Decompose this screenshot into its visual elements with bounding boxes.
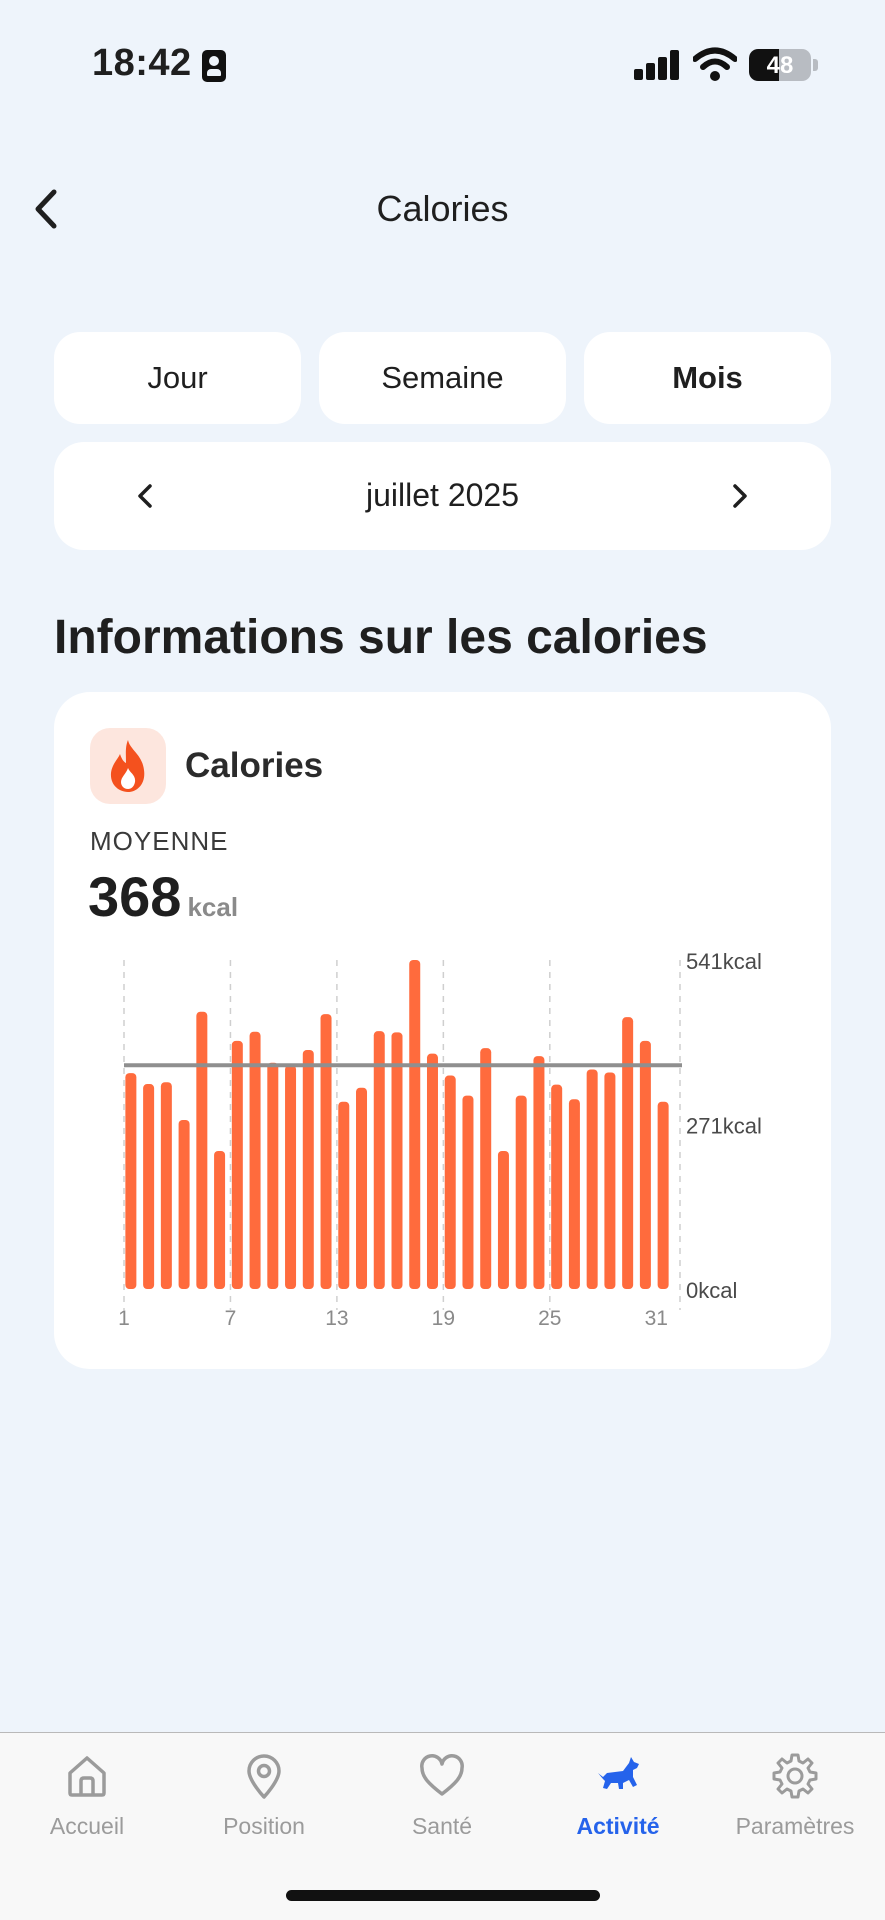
previous-period-button[interactable] — [122, 472, 170, 520]
tab-parametres[interactable]: Paramètres — [710, 1751, 880, 1861]
chart-bar — [302, 1050, 314, 1289]
chart-bar — [231, 1040, 243, 1289]
section-title: Informations sur les calories — [54, 611, 708, 664]
chart-bar — [267, 1062, 279, 1289]
card-title: Calories — [185, 746, 324, 785]
chart-bar — [249, 1031, 261, 1289]
chart-x-tick-label: 1 — [118, 1307, 130, 1330]
status-time: 18:42 — [92, 42, 192, 84]
chart-y-tick-label: 271kcal — [686, 1114, 762, 1139]
average-unit: kcal — [187, 892, 239, 922]
average-value: 368 — [88, 865, 182, 928]
chart-bar — [320, 1014, 332, 1289]
gear-icon — [772, 1753, 818, 1799]
chart-bar — [444, 1075, 456, 1289]
chart-bar — [178, 1119, 190, 1289]
tab-accueil[interactable]: Accueil — [2, 1751, 172, 1861]
segment-mois[interactable]: Mois — [584, 332, 831, 424]
chart-x-tick-label: 31 — [645, 1307, 668, 1330]
segment-jour[interactable]: Jour — [54, 332, 301, 424]
chart-bar — [462, 1095, 474, 1289]
next-period-button[interactable] — [715, 472, 763, 520]
tab-activite[interactable]: Activité — [533, 1751, 703, 1861]
tab-label: Position — [223, 1813, 305, 1839]
chart-x-tick-label: 25 — [538, 1307, 561, 1330]
segment-semaine[interactable]: Semaine — [319, 332, 566, 424]
chart-y-tick-label: 0kcal — [686, 1278, 737, 1303]
tab-label: Accueil — [49, 1813, 125, 1839]
tab-label: Activité — [576, 1813, 660, 1839]
average-row: 368 kcal — [88, 864, 238, 929]
chart-bar — [391, 1032, 403, 1289]
chart-bar — [586, 1069, 598, 1289]
nav-header: Calories — [0, 170, 885, 250]
chart-bar — [533, 1056, 545, 1289]
calories-bar-chart: 541kcal 271kcal 0kcal 1 7 13 19 25 31 — [118, 949, 762, 1330]
tab-bar: Accueil Position Santé Activité Paramètr… — [0, 1732, 885, 1920]
segment-label: Mois — [672, 360, 743, 395]
chart-bar — [515, 1095, 527, 1289]
chart-bar — [409, 960, 421, 1289]
dog-icon — [598, 1757, 639, 1789]
chart-bar — [196, 1011, 208, 1289]
heart-icon — [420, 1754, 464, 1796]
chart-y-tick-label: 541kcal — [686, 949, 762, 974]
chart-bar — [480, 1048, 492, 1289]
chart-bar — [285, 1065, 297, 1289]
period-label: juillet 2025 — [366, 477, 519, 513]
battery-icon: 48 — [749, 49, 811, 81]
chart-bar — [497, 1150, 509, 1289]
segment-label: Semaine — [381, 360, 504, 395]
chart-bar — [551, 1084, 563, 1289]
home-indicator — [286, 1890, 600, 1901]
battery-tip — [813, 59, 818, 71]
calories-card: Calories MOYENNE 368 kcal 541kcal 271kcal 0… — [54, 692, 831, 1369]
flame-icon-container — [90, 728, 166, 804]
chart-x-tick-label: 7 — [225, 1307, 237, 1330]
chart-x-tick-label: 19 — [432, 1307, 455, 1330]
cellular-signal-icon — [634, 50, 680, 80]
contact-card-icon — [202, 50, 226, 82]
battery-level: 48 — [766, 52, 794, 79]
period-segmented-control: Jour Semaine Mois — [54, 332, 831, 424]
status-bar: 18:42 48 — [0, 0, 885, 130]
chart-bar — [214, 1150, 226, 1289]
flame-icon — [110, 740, 145, 792]
chart-bar — [604, 1072, 616, 1289]
chart-bar — [426, 1053, 438, 1289]
chart-bar — [639, 1040, 651, 1289]
page-title: Calories — [376, 188, 509, 229]
tab-sante[interactable]: Santé — [357, 1751, 527, 1861]
period-navigator: juillet 2025 — [54, 442, 831, 550]
tab-position[interactable]: Position — [179, 1751, 349, 1861]
average-label: MOYENNE — [90, 826, 229, 856]
chart-bar — [143, 1084, 155, 1289]
wifi-icon — [693, 47, 737, 81]
chart-bar — [568, 1099, 580, 1289]
back-button[interactable] — [22, 184, 72, 234]
chart-bar — [657, 1101, 669, 1289]
chart-x-tick-label: 13 — [325, 1307, 348, 1330]
location-pin-icon — [247, 1754, 281, 1799]
segment-label: Jour — [147, 360, 208, 395]
home-icon — [68, 1756, 106, 1797]
chart-bar — [373, 1031, 385, 1289]
tab-label: Santé — [411, 1813, 473, 1839]
chart-bar — [356, 1087, 368, 1289]
chart-bar — [160, 1082, 172, 1289]
chart-bar — [125, 1073, 137, 1289]
chart-bar — [622, 1017, 634, 1289]
battery-fill — [749, 49, 779, 81]
chart-bar — [338, 1101, 350, 1289]
tab-label: Paramètres — [735, 1813, 855, 1839]
